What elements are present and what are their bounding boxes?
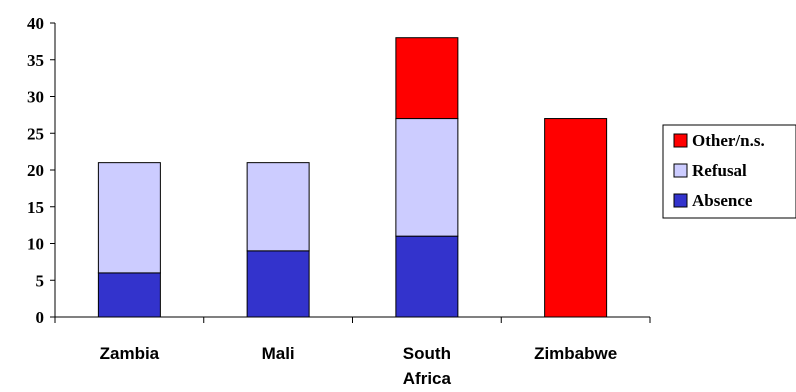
y-tick-label-10: 10 [27, 235, 44, 254]
y-tick-label-0: 0 [36, 308, 45, 327]
category-label-3: Zimbabwe [534, 344, 617, 363]
legend-swatch-2 [673, 193, 688, 208]
y-tick-label-25: 25 [27, 124, 44, 143]
bar-other-n-s--3 [544, 118, 608, 318]
legend-swatch-0 [673, 133, 688, 148]
category-label-1: Mali [262, 344, 295, 363]
category-label-0: Zambia [100, 344, 160, 363]
y-tick-label-30: 30 [27, 88, 44, 107]
axes-layer: 0 5 10 15 20 25 30 35 40 Zambia Mali South Africa Zim… [27, 14, 651, 388]
bar-refusal-2 [395, 118, 459, 237]
y-tick-label-40: 40 [27, 14, 44, 33]
y-tick-label-35: 35 [27, 51, 44, 70]
bar-absence-1 [246, 250, 310, 318]
legend-swatch-1 [673, 163, 688, 178]
bar-absence-0 [97, 272, 161, 318]
legend-label-1: Refusal [692, 161, 747, 180]
bar-other-n-s--2 [395, 37, 459, 120]
legend-label-2: Absence [692, 191, 753, 210]
bar-absence-2 [395, 235, 459, 318]
y-tick-label-5: 5 [36, 271, 45, 290]
bar-refusal-1 [246, 162, 310, 252]
category-label-2: South Africa [403, 344, 452, 388]
bars-layer [97, 37, 608, 318]
legend: Other/n.s. Refusal Absence [662, 124, 796, 219]
y-tick-label-15: 15 [27, 198, 44, 217]
legend-label-0: Other/n.s. [692, 131, 765, 150]
bar-refusal-0 [97, 162, 161, 274]
y-tick-label-20: 20 [27, 161, 44, 180]
